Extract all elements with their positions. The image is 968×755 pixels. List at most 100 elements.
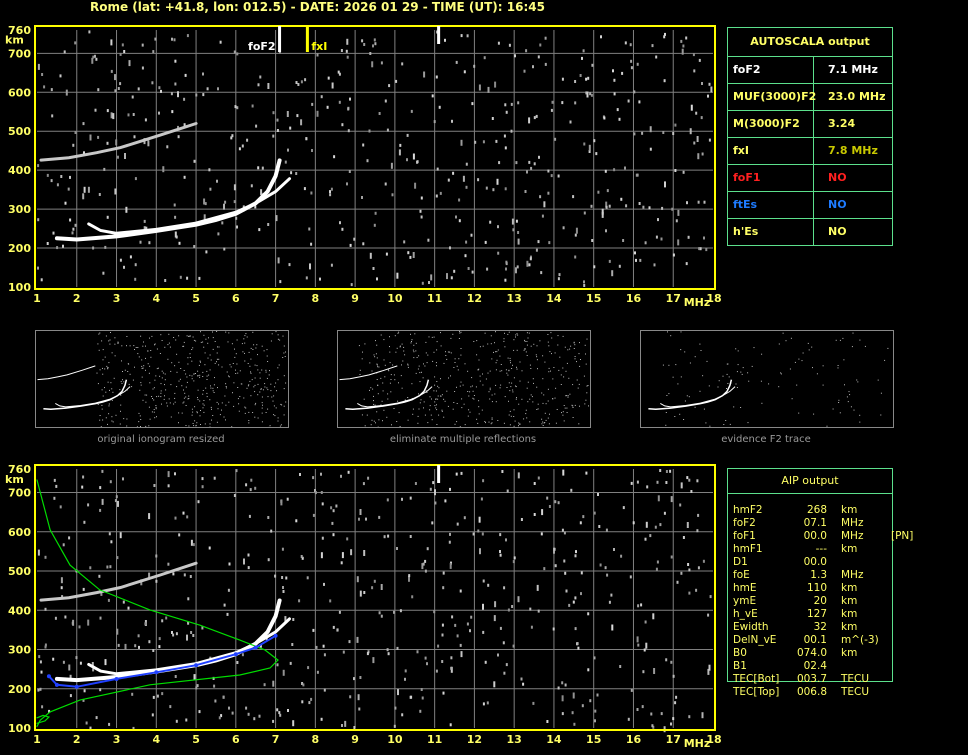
noise-dot [254,377,256,379]
noise-dot [562,411,564,413]
noise-dot [60,175,63,178]
noise-dot [235,353,237,355]
noise-dot [105,391,107,393]
noise-dot [532,378,534,380]
noise-dot [296,114,299,118]
noise-dot [511,368,513,369]
aip-unit: km [841,608,858,620]
noise-dot [535,114,538,118]
noise-dot [471,377,473,379]
noise-dot [504,278,507,282]
noise-dot [515,161,518,165]
noise-dot [223,416,225,418]
noise-dot [178,241,181,245]
noise-dot [674,701,677,705]
noise-dot [717,386,719,388]
noise-dot [218,403,219,405]
noise-dot [450,337,452,339]
noise-dot [536,584,539,591]
y-tick-label: 500 [8,125,31,138]
noise-dot [378,419,380,421]
noise-dot [726,388,727,389]
noise-dot [585,363,587,365]
noise-dot [462,175,465,182]
noise-dot [503,671,506,675]
plot-frame [34,25,716,290]
noise-dot [396,347,398,349]
noise-dot [572,692,575,699]
noise-dot [154,344,155,346]
noise-dot [346,38,349,45]
noise-dot [608,600,611,604]
noise-dot [158,395,160,397]
noise-dot [108,413,110,415]
noise-dot [55,484,58,488]
noise-dot [285,401,287,403]
noise-dot [205,250,208,254]
noise-dot [99,688,102,692]
noise-dot [508,369,510,371]
noise-dot [280,424,282,426]
noise-dot [707,94,709,98]
noise-dot [726,363,728,365]
noise-dot [149,365,151,367]
noise-dot [193,674,196,681]
noise-dot [533,162,536,166]
noise-dot [460,34,463,38]
noise-dot [683,419,685,420]
noise-dot [266,387,268,389]
noise-dot [233,382,235,384]
noise-dot [396,547,398,550]
noise-dot [81,485,84,489]
noise-dot [694,406,696,408]
noise-dot [347,470,350,474]
noise-dot [394,379,396,381]
aip-value: 003.7 [796,673,827,685]
noise-dot [145,357,146,359]
noise-dot [92,668,95,672]
noise-dot [109,480,112,484]
aip-row: foE 1.3 MHz [733,569,933,582]
noise-dot [669,469,672,473]
noise-dot [510,129,513,133]
noise-dot [547,388,549,390]
noise-dot [636,62,639,66]
noise-dot [542,402,544,404]
noise-dot [183,175,186,179]
noise-dot [97,404,99,405]
noise-dot [246,138,249,142]
noise-dot [524,340,526,342]
noise-dot [657,218,659,222]
noise-dot [319,277,321,281]
noise-dot [116,556,119,560]
noise-dot [436,424,438,425]
noise-dot [528,117,531,124]
noise-dot [552,378,554,380]
noise-dot [267,516,270,519]
noise-dot [426,662,428,666]
noise-dot [364,425,366,427]
noise-dot [277,417,279,419]
noise-dot [545,403,547,405]
noise-dot [239,396,241,397]
noise-dot [183,341,185,343]
noise-dot [693,69,696,73]
noise-dot [481,532,484,536]
noise-dot [310,242,313,246]
noise-dot [386,648,389,652]
noise-dot [550,108,553,112]
noise-dot [189,335,191,337]
noise-dot [703,200,706,204]
noise-dot [161,692,164,696]
noise-dot [126,389,128,391]
noise-dot [518,403,520,405]
noise-dot [525,351,527,353]
noise-dot [133,345,135,347]
noise-dot [82,587,85,591]
noise-dot [442,571,445,575]
noise-dot [212,331,213,333]
noise-dot [124,643,127,650]
noise-dot [261,407,263,409]
noise-dot [399,346,401,348]
noise-dot [460,331,462,333]
